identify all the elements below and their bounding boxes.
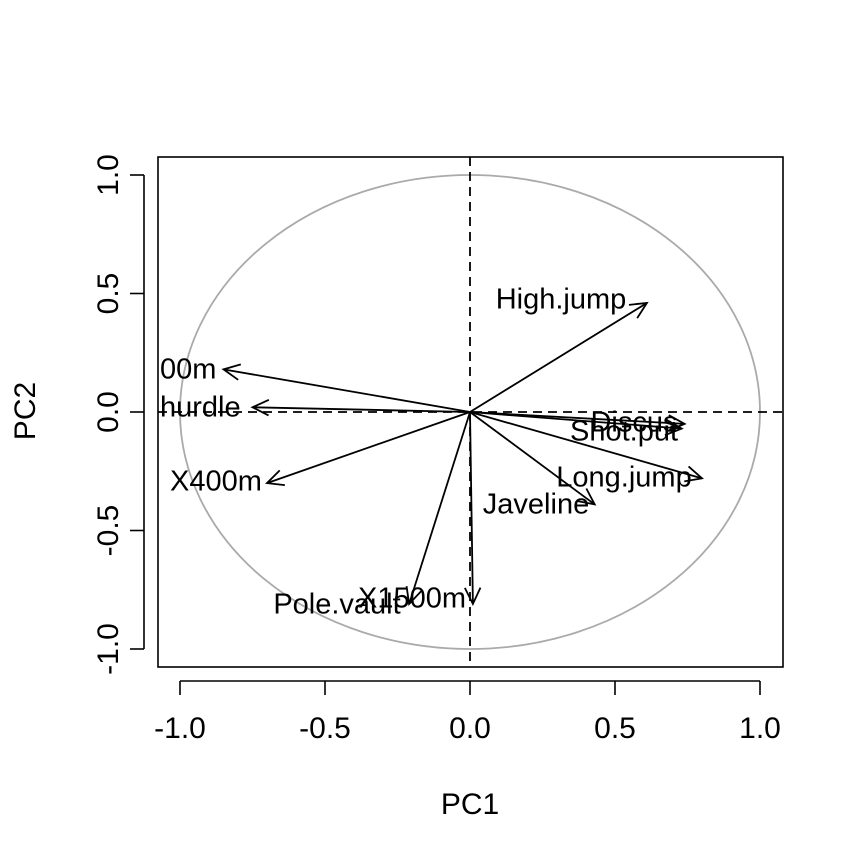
arrow-long-jump: [469, 411, 703, 480]
arrowhead-x110m-hurdle: [250, 398, 270, 417]
arrowhead-x400m: [265, 469, 285, 487]
variable-label-pole-vault: Pole.vault: [273, 589, 400, 621]
y-tick-label: 0.5: [92, 273, 125, 315]
variable-label-high-jump: High.jump: [496, 284, 627, 316]
arrow-shot-put: [469, 411, 682, 430]
x-tick-label: 0.5: [594, 712, 636, 745]
arrow-x110m-hurdle: [252, 406, 471, 413]
y-tick-label: 1.0: [92, 154, 125, 196]
arrowhead-pole-vault: [405, 586, 423, 606]
arrow-pole-vault: [408, 411, 471, 605]
x-tick-label: -0.5: [299, 712, 351, 745]
variable-label-x1500m: X1500m: [358, 583, 466, 615]
arrow-x1500m: [469, 411, 474, 604]
arrowhead-shot-put: [664, 418, 684, 436]
arrow-high-jump: [469, 302, 648, 413]
y-tick-label: -0.5: [92, 505, 125, 557]
y-axis-title: PC2: [9, 382, 42, 440]
arrowhead-high-jump: [628, 301, 649, 319]
arrow-javeline: [469, 411, 596, 506]
arrow-x100m: [223, 368, 471, 413]
variable-label-x400m: X400m: [170, 466, 262, 498]
variable-label-x110m-hurdle: hurdle: [160, 392, 241, 424]
arrowhead-javeline: [576, 488, 597, 506]
variable-label-x100m: 00m: [160, 354, 216, 386]
y-tick-label: 0.0: [92, 391, 125, 433]
variable-label-discus: Discus: [590, 407, 677, 439]
variable-label-shot-put: Shot.put: [570, 416, 678, 448]
arrowhead-x1500m: [464, 587, 482, 607]
variable-label-javeline: Javeline: [483, 489, 589, 521]
x-tick-label: -1.0: [154, 712, 206, 745]
x-axis-title: PC1: [441, 788, 499, 821]
variable-label-long-jump: Long.jump: [556, 462, 691, 494]
arrowhead-long-jump: [684, 465, 704, 483]
y-tick-label: -1.0: [92, 623, 125, 675]
x-tick-label: 0.0: [449, 712, 491, 745]
x-tick-label: 1.0: [739, 712, 781, 745]
arrow-x400m: [266, 411, 471, 484]
arrowhead-x100m: [221, 363, 242, 381]
